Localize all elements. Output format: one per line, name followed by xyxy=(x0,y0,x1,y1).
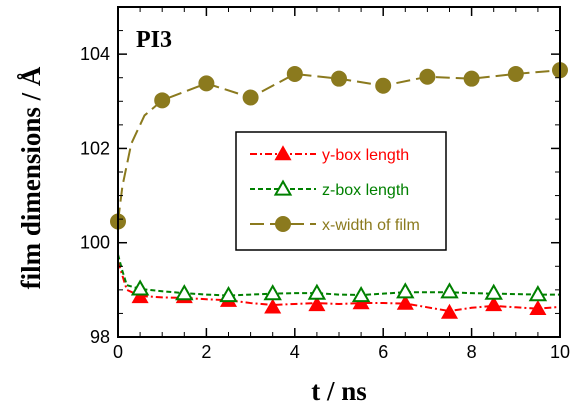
data-point xyxy=(263,284,282,301)
legend-label: z-box length xyxy=(322,182,409,199)
data-point xyxy=(396,282,415,299)
series-group xyxy=(117,261,561,319)
x-tick-label: 4 xyxy=(290,342,300,362)
x-axis-title: t / ns xyxy=(311,376,367,406)
data-point xyxy=(307,283,327,300)
legend-box xyxy=(235,131,447,251)
y-tick-label: 98 xyxy=(90,327,110,347)
data-point xyxy=(396,294,414,310)
data-point xyxy=(463,70,480,87)
y-tick-label: 104 xyxy=(80,44,110,64)
data-point xyxy=(375,77,392,94)
legend-marker xyxy=(275,216,291,232)
y-tick-label: 100 xyxy=(80,233,110,253)
data-point xyxy=(351,285,371,303)
data-point xyxy=(528,285,548,302)
data-point xyxy=(484,283,503,300)
data-point xyxy=(440,282,459,299)
data-point xyxy=(419,68,436,85)
data-point xyxy=(264,298,282,314)
legend-item: z-box length xyxy=(250,179,409,199)
legend-label: x-width of film xyxy=(322,217,420,234)
data-point xyxy=(485,296,503,312)
legend-item: y-box length xyxy=(250,145,409,164)
data-point xyxy=(242,89,259,106)
data-point xyxy=(131,288,149,304)
x-tick-label: 0 xyxy=(113,342,123,362)
data-point xyxy=(175,284,194,301)
x-tick-label: 2 xyxy=(201,342,211,362)
panel-label: PI3 xyxy=(136,27,172,53)
data-point xyxy=(286,65,303,82)
data-point xyxy=(154,92,171,109)
legend-label: y-box length xyxy=(322,147,409,164)
data-point xyxy=(198,75,215,92)
x-tick-label: 10 xyxy=(550,342,570,362)
legend: y-box length z-box length x-width of film xyxy=(235,131,447,251)
data-point xyxy=(529,300,547,315)
legend-marker xyxy=(274,145,292,161)
data-point xyxy=(440,303,459,319)
data-point xyxy=(308,296,326,312)
data-point xyxy=(130,279,150,296)
y-axis-title: film dimensions / Å xyxy=(16,66,46,289)
data-point xyxy=(331,70,347,87)
y-tick-label: 102 xyxy=(80,138,110,158)
series-group xyxy=(117,254,560,303)
axis-ticks: 0 2 4 6 8 10 98 100 102 104 xyxy=(80,6,570,362)
legend-item: x-width of film xyxy=(250,216,420,234)
x-tick-label: 8 xyxy=(467,342,477,362)
series-line xyxy=(117,254,560,297)
data-point xyxy=(507,65,524,82)
legend-marker xyxy=(273,179,293,196)
x-tick-label: 6 xyxy=(378,342,388,362)
data-point xyxy=(219,285,238,303)
